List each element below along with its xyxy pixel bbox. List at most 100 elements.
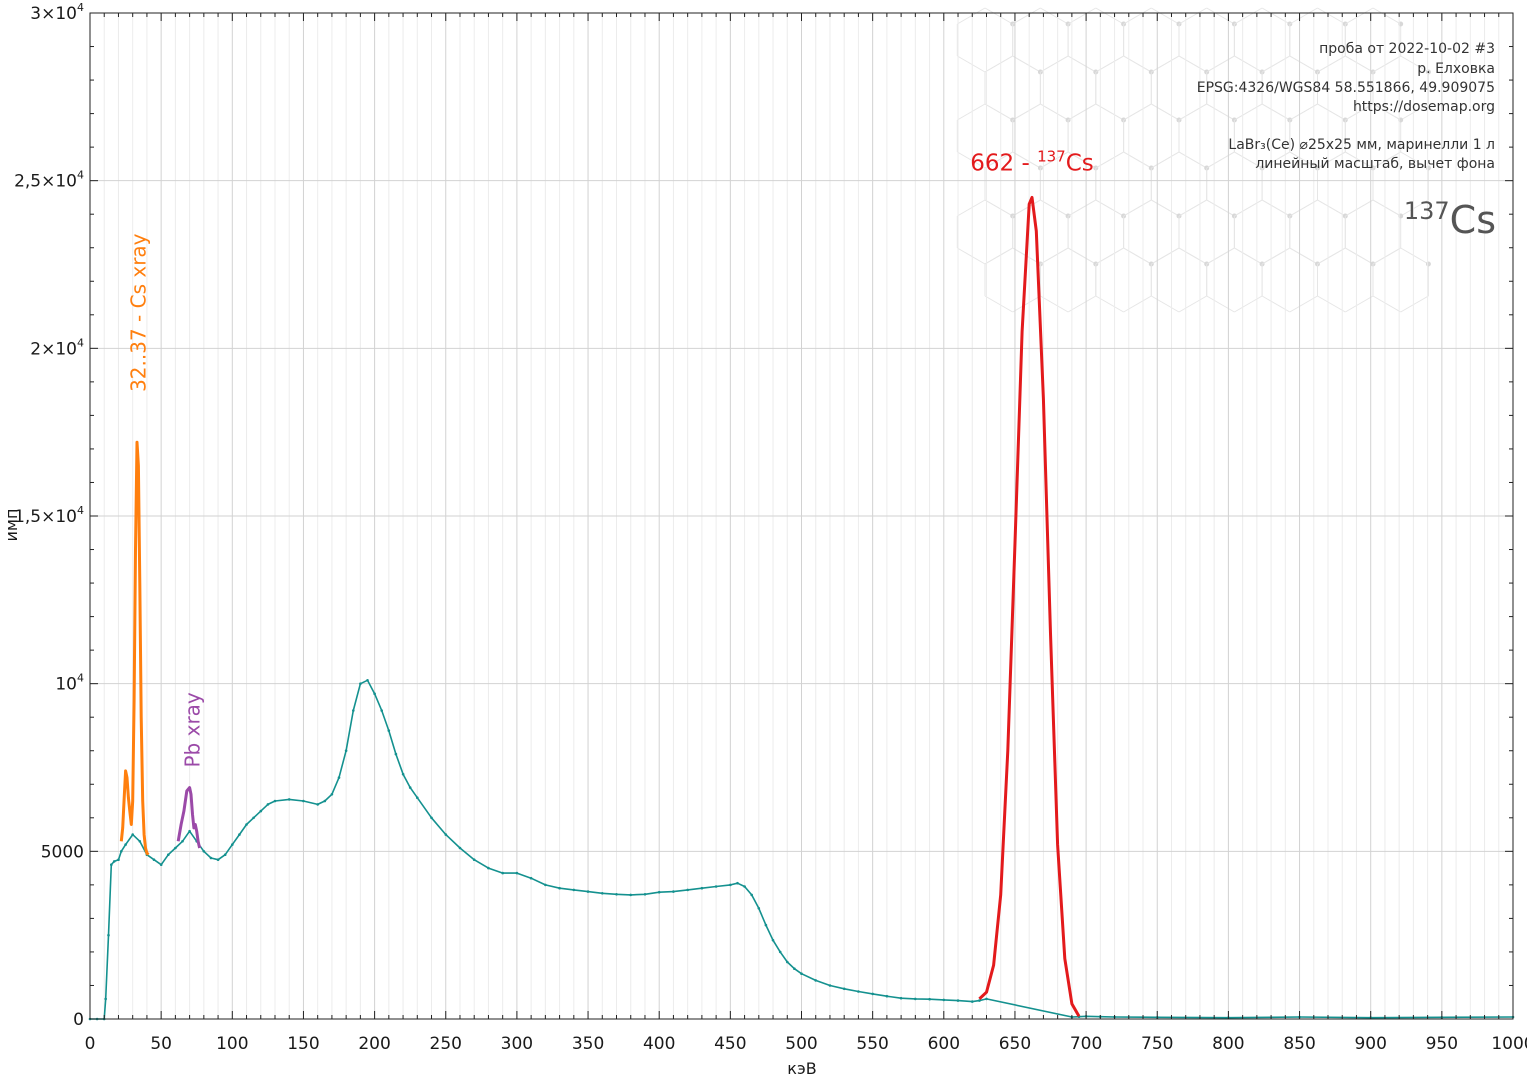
info-line-river: р. Елховка (1417, 61, 1495, 77)
y-tick-label: 1,5×104 (14, 504, 84, 527)
y-tick-label: 2,5×104 (14, 169, 84, 192)
point-spectrum (928, 997, 931, 1001)
hexagon-edge (1067, 7, 1097, 25)
hexagon-edge (1234, 103, 1263, 121)
point-spectrum (714, 885, 718, 888)
hexagon-edge (1206, 247, 1235, 265)
x-tick-label: 150 (287, 1034, 319, 1054)
hexagon-edge (1206, 103, 1235, 121)
hexagon-edge (1400, 151, 1429, 169)
point-spectrum (330, 793, 334, 796)
hexagon-edge (1206, 7, 1235, 25)
point-spectrum (515, 871, 519, 875)
point-spectrum (501, 871, 505, 875)
hexagon-edge (1317, 295, 1346, 313)
hexagon-edge (1040, 295, 1069, 313)
point-spectrum (352, 709, 355, 712)
hexagon-edge (957, 247, 986, 265)
hexagon-edge (1012, 199, 1041, 217)
point-spectrum (643, 893, 647, 896)
hexagon-edge (1012, 55, 1041, 73)
hexagon-edge (1067, 295, 1097, 313)
hexagon-edge (1151, 7, 1180, 25)
hexagon-edge (1040, 247, 1069, 265)
point-spectrum (152, 858, 156, 861)
y-tick-label: 0 (73, 1010, 84, 1030)
point-spectrum (366, 679, 369, 682)
point-spectrum (430, 816, 433, 820)
point-spectrum (110, 863, 113, 866)
hexagon-edge (1372, 199, 1401, 217)
point-spectrum (558, 886, 561, 890)
hexagon-edge (1012, 295, 1041, 313)
hexagon-edge (1345, 247, 1374, 265)
hexagon-edge (1178, 103, 1207, 121)
hexagon-edge (1289, 199, 1318, 217)
hexagon-edge (1400, 55, 1429, 73)
point-spectrum (857, 990, 860, 993)
info-line-detector: LaBr₃(Ce) ⌀25x25 мм, маринелли 1 л (1228, 137, 1495, 153)
x-tick-label: 100 (216, 1034, 248, 1054)
hexagon-edge (984, 7, 1013, 25)
point-spectrum (223, 853, 227, 856)
point-spectrum (657, 890, 661, 894)
hexagon-edge (1067, 247, 1097, 265)
hexagon-edge (1372, 295, 1401, 313)
hexagon-edge (1372, 55, 1401, 73)
y-tick-label: 2×104 (30, 336, 84, 359)
point-spectrum (124, 843, 127, 846)
hexagon-edge (1151, 295, 1180, 313)
point-spectrum (344, 749, 348, 752)
x-tick-label: 250 (430, 1034, 462, 1054)
axis-ticks: 0 50 100 150 200 250 300 350 400 450 500 550 600 650 7… (14, 1, 1527, 1054)
point-spectrum (544, 883, 547, 887)
hexagon-edge (1400, 103, 1429, 121)
point-spectrum (572, 888, 576, 892)
hexagon-edge (957, 151, 986, 169)
hexagon-edge (1345, 295, 1374, 313)
point-spectrum (188, 829, 191, 833)
x-tick-label: 450 (714, 1034, 746, 1054)
hexagon-edge (984, 199, 1013, 217)
hexagon-edge (1123, 103, 1152, 121)
point-spectrum (586, 890, 590, 893)
point-spectrum (743, 885, 746, 888)
point-spectrum (273, 799, 277, 803)
point-spectrum (793, 967, 796, 970)
annotation-cs-xray: 32..37 - Cs xray (126, 233, 150, 392)
hexagon-edge (1151, 151, 1180, 169)
hexagon-edge (1151, 199, 1180, 217)
point-spectrum (107, 933, 110, 937)
point-spectrum (472, 858, 476, 861)
hexagon-edge (1040, 199, 1069, 217)
hexagon-edge (1400, 295, 1429, 313)
hexagon-edge (1012, 151, 1041, 169)
point-spectrum (287, 798, 291, 801)
y-tick-label: 3×104 (30, 1, 84, 24)
point-spectrum (700, 886, 704, 890)
point-spectrum (487, 866, 490, 870)
point-spectrum (209, 856, 213, 860)
series-pb-xray (176, 786, 202, 849)
hexagon-edge (1151, 103, 1180, 121)
point-spectrum (978, 999, 981, 1002)
hexagon-edge (1012, 103, 1041, 121)
hexagon-edge (1289, 7, 1318, 25)
hexagon-edge (1317, 55, 1346, 73)
hexagon-edge (984, 151, 1013, 169)
hexagon-edge (1151, 247, 1180, 265)
point-spectrum (231, 843, 234, 846)
hexagon-edge (1317, 7, 1346, 25)
point-spectrum (871, 992, 874, 996)
hexagon-edge (1178, 151, 1207, 169)
point-spectrum (112, 860, 116, 863)
hexagon-edge (1234, 199, 1263, 217)
isotope-label: 137Cs (1404, 197, 1496, 242)
hexagon-edge (1067, 103, 1097, 121)
point-spectrum (238, 833, 241, 836)
x-tick-label: 600 (928, 1034, 960, 1054)
info-line-website: https://dosemap.org (1353, 99, 1495, 115)
point-spectrum (629, 893, 632, 897)
